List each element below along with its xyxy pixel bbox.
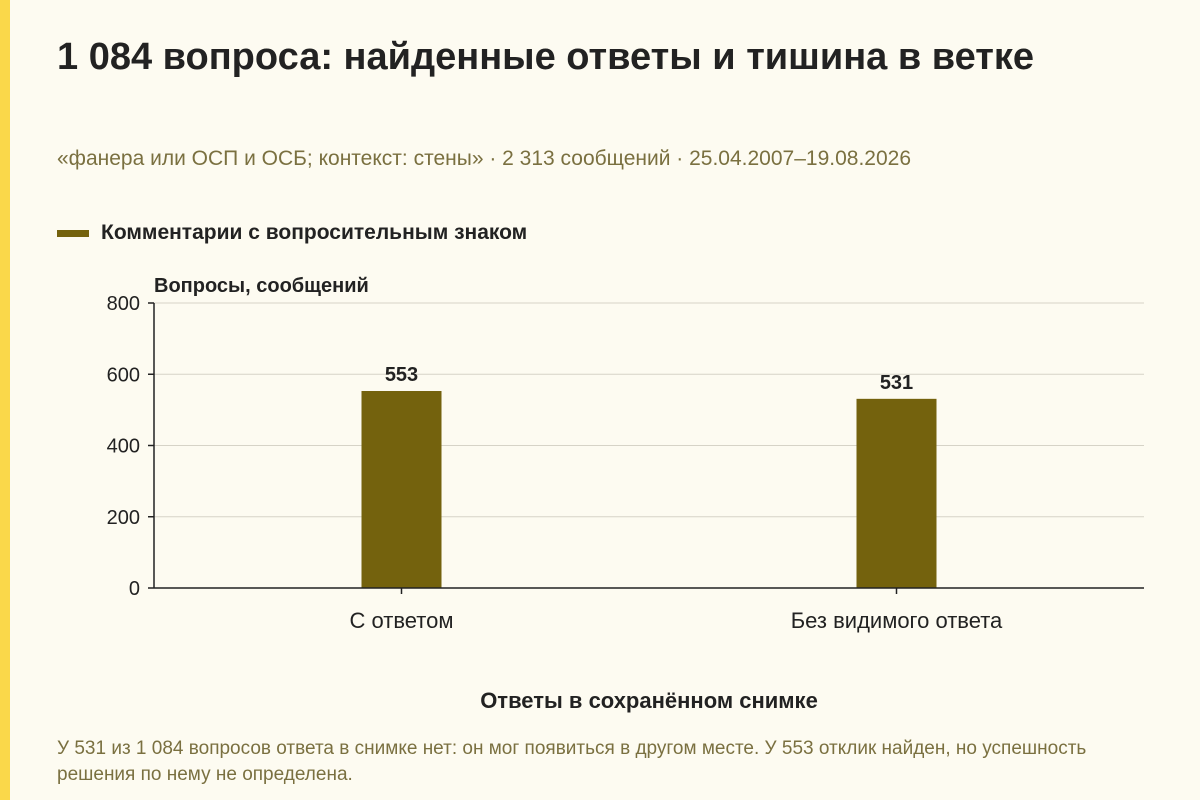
x-tick-label: С ответом [350,608,454,633]
chart-subtitle: «фанера или ОСП и ОСБ; контекст: стены» … [57,147,911,170]
legend-label: Комментарии с вопросительным знаком [101,221,528,244]
x-axis-ticks: С ответом Без видимого ответа [350,588,1003,633]
y-tick-label: 0 [129,578,140,600]
bar [856,398,937,588]
x-tick-label: Без видимого ответа [791,608,1003,633]
y-tick-label: 400 [107,436,140,458]
x-axis-label: Ответы в сохранённом снимке [480,688,818,713]
chart-title: 1 084 вопроса: найденные ответы и тишина… [57,36,1035,78]
footnote: У 531 из 1 084 вопросов ответа в снимке … [57,738,1087,785]
bar [361,390,442,588]
bar-data-label: 553 [385,364,418,386]
legend: Комментарии с вопросительным знаком [57,218,527,248]
y-tick-label: 800 [107,293,140,315]
y-axis-ticks: 0 200 400 600 800 [107,293,154,600]
gridlines [154,302,1144,518]
y-tick-label: 200 [107,507,140,529]
bar-data-label: 531 [880,372,913,394]
bars: 553 531 [361,364,937,588]
legend-swatch [57,229,89,237]
accent-bar [0,0,10,800]
y-axis-label: Вопросы, сообщений [154,275,369,297]
y-tick-label: 600 [107,364,140,386]
